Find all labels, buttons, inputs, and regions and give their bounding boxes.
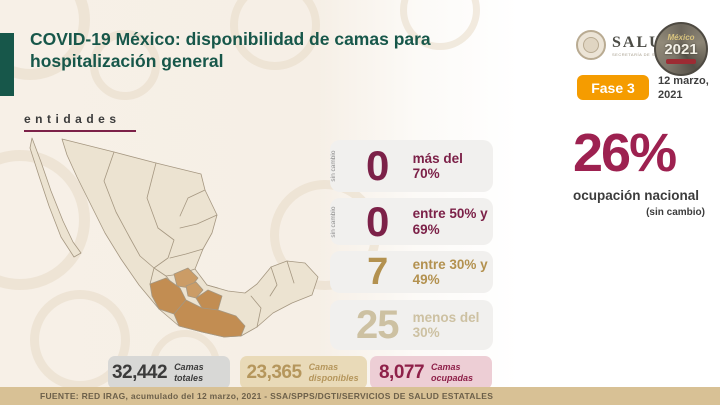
available-beds-pill: 23,365 Camas disponibles — [240, 356, 367, 389]
entity-count: 0 — [366, 197, 389, 245]
mexico-map — [29, 137, 319, 338]
badge-ribbon — [666, 59, 696, 65]
date-label: 12 marzo, 2021 — [658, 75, 709, 101]
range-label: menos del 30% — [412, 309, 480, 340]
map-state-highlight — [185, 281, 204, 299]
occupancy-card-30-49: 7 entre 30% y 49% — [330, 251, 493, 293]
badge-year-text: 2021 — [664, 40, 698, 58]
total-beds-label: Camas totales — [174, 362, 204, 383]
change-label: sin cambio — [330, 205, 337, 238]
national-occupancy-label: ocupación nacional — [573, 188, 700, 203]
ornament-ring — [0, 0, 90, 80]
mexico-2021-badge: México 2021 — [654, 22, 708, 76]
ornament-ring — [90, 30, 160, 100]
page-title: COVID-19 México: disponibilidad de camas… — [30, 29, 431, 72]
range-label: entre 50% y 69% — [412, 206, 488, 237]
occupied-beds-pill: 8,077 Camas ocupadas — [370, 356, 492, 389]
fase-badge: Fase 3 — [577, 75, 649, 100]
national-occupancy-change: (sin cambio) — [646, 207, 705, 218]
entity-count: 0 — [366, 142, 389, 189]
occupied-beds-label: Camas ocupadas — [431, 362, 474, 383]
available-beds-label: Camas disponibles — [308, 362, 359, 383]
ornament-ring — [230, 0, 320, 70]
salud-seal-icon — [576, 30, 606, 60]
entity-count: 7 — [367, 250, 388, 293]
occupancy-card-below30: 25 menos del 30% — [330, 300, 493, 350]
salud-logo-subtitle: SECRETARÍA DE SALUD — [612, 51, 668, 57]
entity-count: 25 — [355, 302, 399, 347]
occupancy-card-50-69: sin cambio 0 entre 50% y 69% — [330, 198, 493, 245]
national-occupancy-value: 26% — [573, 123, 677, 183]
range-label: más del 70% — [412, 150, 463, 181]
title-accent-bar — [0, 33, 14, 96]
salud-logo: SALUD SECRETARÍA DE SALUD — [576, 30, 676, 60]
national-occupancy-block: 26% ocupación nacional (sin cambio) — [573, 126, 705, 218]
total-beds-pill: 32,442 Camas totales — [108, 356, 230, 389]
total-beds-value: 32,442 — [111, 361, 168, 383]
source-footer: FUENTE: RED IRAG, acumulado del 12 marzo… — [0, 387, 720, 405]
badge-mexico-text: México — [667, 32, 695, 42]
entidades-label: entidades — [24, 112, 121, 126]
ornament-ring — [0, 150, 90, 290]
change-label — [330, 255, 346, 289]
ornament-ring — [400, 0, 480, 50]
available-beds-value: 23,365 — [246, 361, 302, 383]
map-state-highlight — [173, 299, 246, 338]
range-label: entre 30% y 49% — [412, 256, 488, 287]
change-label — [330, 305, 346, 345]
ornament-ring — [30, 290, 130, 390]
map-state-highlight — [195, 289, 223, 311]
occupancy-card-70plus: sin cambio 0 más del 70% — [330, 140, 493, 192]
occupied-beds-value: 8,077 — [378, 361, 425, 383]
change-label: sin cambio — [330, 150, 337, 182]
entidades-underline — [24, 130, 136, 132]
